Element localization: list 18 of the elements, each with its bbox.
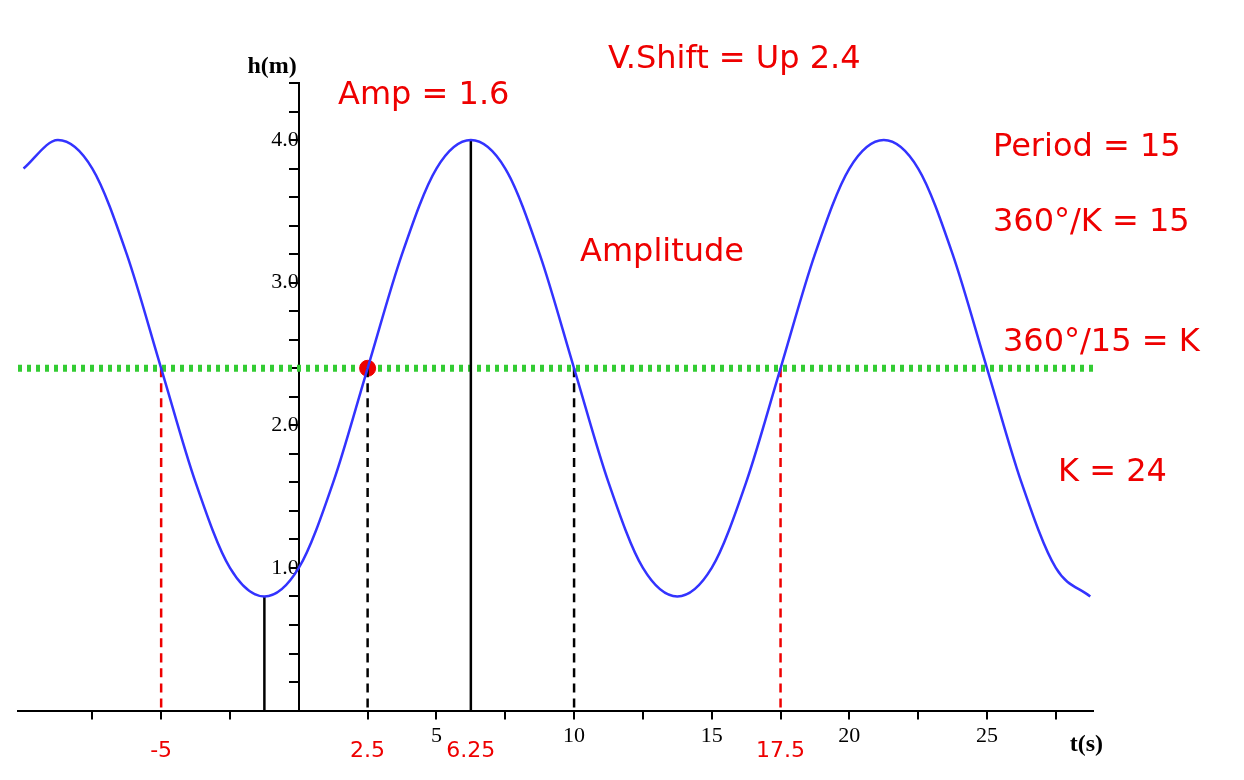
- annotation: 6.25: [446, 737, 496, 763]
- x-tick-label: 15: [700, 721, 723, 747]
- annotation: -5: [150, 737, 173, 763]
- annotation: 360°/K = 15: [993, 201, 1190, 240]
- x-tick-label: 25: [976, 721, 999, 747]
- annotation: Amp = 1.6: [338, 74, 510, 113]
- annotation: 17.5: [756, 737, 806, 763]
- x-tick-label: 20: [838, 721, 861, 747]
- y-axis-title: h(m): [247, 52, 297, 79]
- annotation: Amplitude: [580, 231, 744, 270]
- x-tick-label: 10: [563, 721, 586, 747]
- annotation: 2.5: [350, 737, 386, 763]
- x-axis-title: t(s): [1069, 729, 1103, 756]
- annotation: 360°/15 = K: [1003, 321, 1201, 360]
- annotation: K = 24: [1058, 451, 1167, 490]
- x-tick-label: 5: [430, 721, 442, 747]
- annotation: Period = 15: [993, 126, 1181, 165]
- text: V.Shift = Up 2.4: [608, 38, 861, 77]
